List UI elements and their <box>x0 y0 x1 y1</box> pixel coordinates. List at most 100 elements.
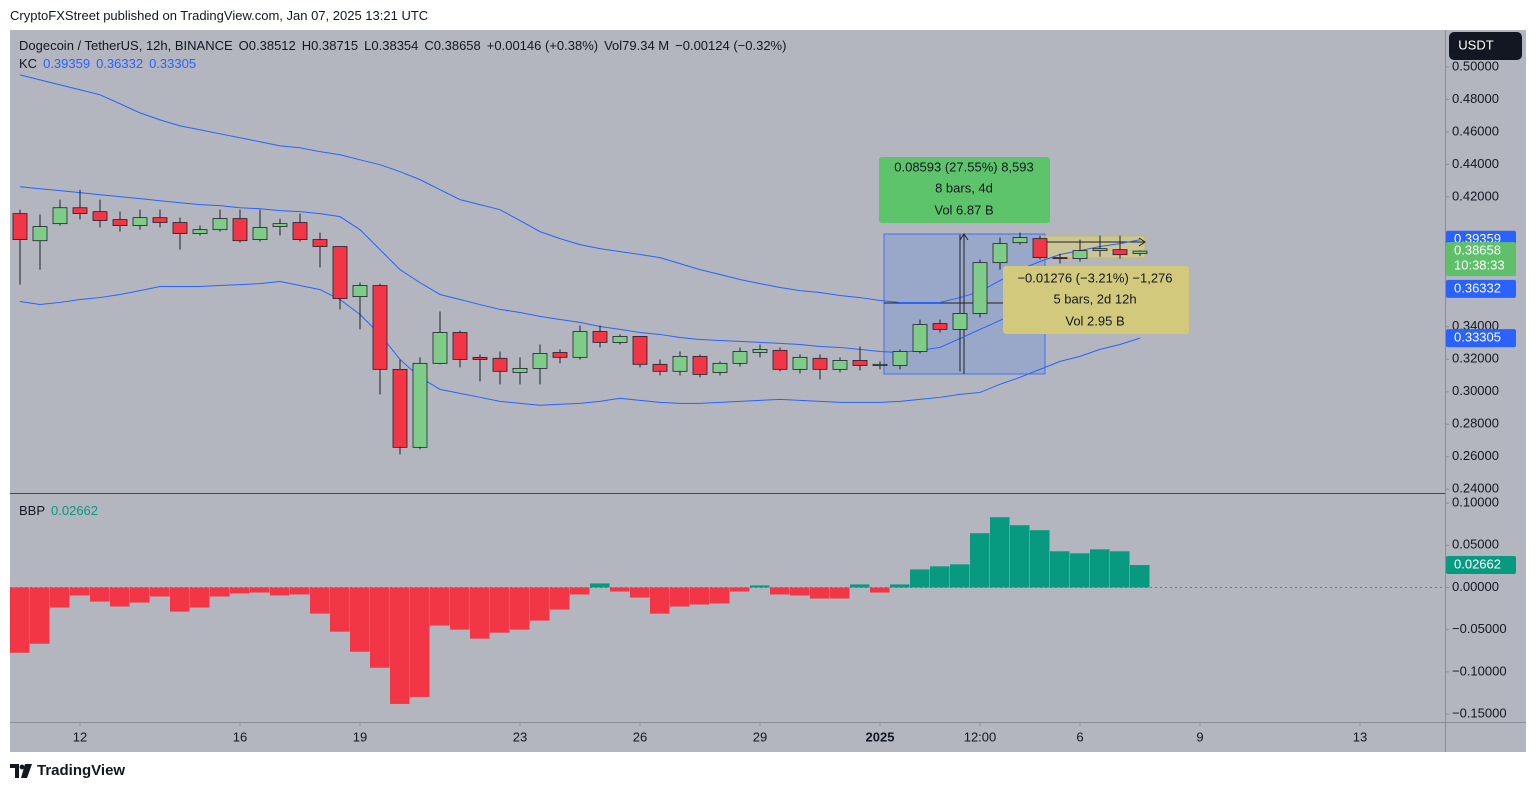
price-label-box <box>1446 279 1516 298</box>
bbp-bar <box>230 587 250 594</box>
candle-body <box>692 355 708 375</box>
legend-item: −0.00124 (−0.32%) <box>675 38 787 53</box>
price-label-box <box>1446 329 1516 348</box>
kc-line <box>19 74 1141 303</box>
candle-body <box>572 331 588 358</box>
x-tick-label: 12:00 <box>964 729 997 744</box>
bbp-bar <box>490 587 510 633</box>
indicator-value: 0.39359 <box>43 56 91 71</box>
y-tick-label: 0.24000 <box>1452 481 1499 496</box>
bbp-bar <box>310 587 330 614</box>
symbol-legend: Dogecoin / TetherUS, 12h, BINANCE O0.3851… <box>19 38 792 53</box>
price-label: 0.33305 <box>1454 330 1501 345</box>
currency-label[interactable]: USDT <box>1458 37 1493 52</box>
y-tick-label: 0.30000 <box>1452 383 1499 398</box>
candle-body <box>1092 248 1108 252</box>
bbp-bar <box>330 587 350 632</box>
measure-text: Vol 2.95 B <box>1065 313 1124 328</box>
bbp-bar <box>470 587 490 639</box>
candle-body <box>1052 257 1068 260</box>
y-tick-label: 0.42000 <box>1452 188 1499 203</box>
legend-item: Vol79.34 M <box>604 38 670 53</box>
bbp-value: 0.02662 <box>51 503 99 518</box>
bbp-bar <box>1070 553 1090 588</box>
x-tick-label: 23 <box>513 729 527 744</box>
bbp-bar <box>1090 549 1110 588</box>
candle-body <box>1012 237 1028 244</box>
y-tick-label: 0.32000 <box>1452 351 1499 366</box>
price-label: 0.02662 <box>1454 556 1501 571</box>
measure-text: −0.01276 (−3.21%) −1,276 <box>1017 270 1172 285</box>
candle-body <box>872 363 888 366</box>
bbp-bar <box>670 587 690 607</box>
legend-item: C0.38658 <box>424 38 481 53</box>
candle-body <box>52 207 68 225</box>
candle-body <box>332 246 348 299</box>
countdown: 10:38:33 <box>1454 258 1505 273</box>
bbp-bar <box>210 587 230 597</box>
x-tick-label: 26 <box>633 729 647 744</box>
bbp-bar <box>790 587 810 596</box>
measure-text: 5 bars, 2d 12h <box>1053 291 1136 306</box>
y-tick-label: −0.15000 <box>1452 705 1507 720</box>
currency-button[interactable] <box>1449 32 1522 60</box>
candle-body <box>1132 250 1148 254</box>
x-tick-label: 6 <box>1076 729 1083 744</box>
publish-info: CryptoFXStreet published on TradingView.… <box>10 8 429 23</box>
bbp-bar <box>50 587 70 608</box>
chart-background <box>10 30 1526 752</box>
bbp-bar <box>170 587 190 612</box>
candle-body <box>412 362 428 448</box>
legend-item: H0.38715 <box>301 38 359 53</box>
bbp-bar <box>930 566 950 588</box>
candle-body <box>672 355 688 372</box>
candle-body <box>792 356 808 370</box>
bbp-bar <box>970 533 990 588</box>
y-tick-label: 0.05000 <box>1452 537 1499 552</box>
bbp-bar <box>370 587 390 668</box>
brand-name: TradingView <box>37 762 126 779</box>
bbp-bar <box>270 587 290 596</box>
bbp-bar <box>730 587 750 592</box>
measure-label-up <box>879 157 1050 223</box>
candle-body <box>812 357 828 370</box>
candle-body <box>292 222 308 240</box>
price-label: 0.36332 <box>1454 280 1501 295</box>
bbp-bar <box>810 587 830 599</box>
bbp-bar <box>570 587 590 595</box>
candle-body <box>392 368 408 448</box>
candle-body <box>1112 249 1128 256</box>
brand: TradingView <box>10 762 125 779</box>
candle-body <box>492 357 508 372</box>
y-tick-label: 0.48000 <box>1452 91 1499 106</box>
bbp-bar <box>410 587 430 697</box>
candle-body <box>352 285 368 297</box>
candle-body <box>192 229 208 234</box>
bbp-bar <box>630 587 650 598</box>
candle-body <box>232 218 248 242</box>
bbp-bar <box>190 587 210 608</box>
bbp-name: BBP <box>19 503 46 518</box>
y-tick-label: 0.26000 <box>1452 448 1499 463</box>
y-tick-label: 0.28000 <box>1452 416 1499 431</box>
candle-body <box>152 217 168 223</box>
indicator-value: 0.33305 <box>149 56 197 71</box>
brand-logo <box>10 763 32 778</box>
price-label-box <box>1446 556 1516 575</box>
bbp-bar <box>830 587 850 599</box>
bbp-bar <box>530 587 550 621</box>
indicator-value: 0.36332 <box>96 56 144 71</box>
candle-body <box>772 349 788 370</box>
bbp-bar <box>870 587 890 593</box>
measure-labels: 0.08593 (27.55%) 8,593 8 bars, 4d Vol 6.… <box>879 157 1189 334</box>
candle-body <box>172 222 188 234</box>
candle-body <box>932 323 948 330</box>
bbp-bar <box>450 587 470 630</box>
candle-body <box>992 243 1008 264</box>
bbp-bar <box>910 569 930 588</box>
candle-body <box>892 351 908 366</box>
bbp-bar <box>890 584 910 588</box>
candle-body <box>552 352 568 358</box>
bbp-bar <box>1050 551 1070 588</box>
